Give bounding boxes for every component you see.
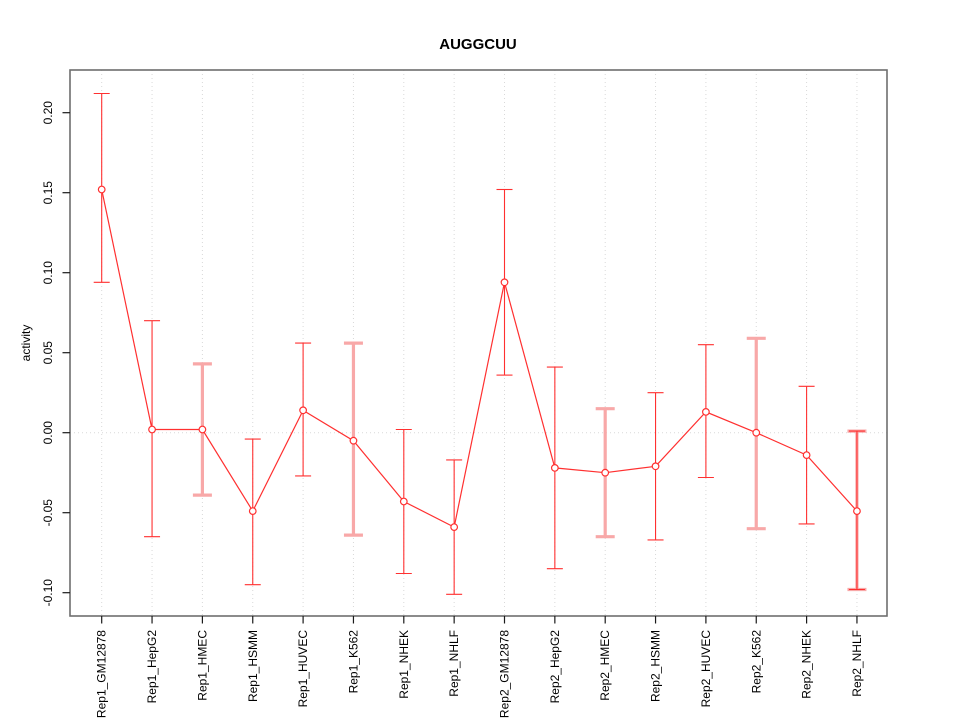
y-tick-label: -0.10 — [41, 579, 55, 607]
data-points — [97, 185, 861, 531]
data-point — [148, 425, 156, 434]
x-tick-label: Rep2_HSMM — [649, 630, 663, 702]
x-tick-label: Rep1_GM12878 — [95, 630, 109, 718]
x-tick-label: Rep1_HUVEC — [296, 630, 310, 708]
y-tick-label: 0.00 — [41, 421, 55, 445]
data-point — [853, 507, 861, 516]
y-tick-label: -0.05 — [41, 499, 55, 527]
series-polyline — [101, 189, 858, 528]
y-tick-label: 0.15 — [41, 181, 55, 205]
data-point — [97, 185, 106, 194]
y-axis-title: activity — [19, 325, 33, 362]
data-point — [702, 408, 710, 416]
y-tick-label: 0.20 — [41, 101, 55, 125]
x-tick-label: Rep2_HUVEC — [699, 630, 713, 708]
data-point — [248, 507, 257, 516]
x-tick-label: Rep1_HMEC — [195, 630, 209, 701]
x-tick-label: Rep1_HSMM — [246, 630, 260, 702]
plot-frame — [69, 69, 888, 617]
data-point — [399, 497, 408, 506]
data-point — [500, 278, 509, 287]
data-point — [550, 464, 559, 472]
x-tick-label: Rep2_HMEC — [598, 630, 612, 701]
x-tick-label: Rep1_NHEK — [397, 630, 411, 699]
axes: 0.20 0.15 0.10 0.05 0.00 -0.05 -0.10 Rep1_GM128… — [41, 101, 864, 718]
data-point — [198, 425, 207, 434]
series-line — [101, 189, 858, 528]
y-tick-label: 0.05 — [41, 341, 55, 365]
data-point — [601, 468, 610, 477]
data-point — [349, 436, 358, 445]
x-tick-label: Rep1_K562 — [346, 630, 360, 694]
plot-box — [69, 69, 888, 617]
x-tick-label: Rep1_NHLF — [447, 630, 461, 697]
x-tick-label: Rep2_K562 — [749, 630, 763, 694]
data-point — [651, 462, 660, 471]
data-point — [802, 451, 811, 460]
gridlines — [70, 70, 887, 616]
y-tick-label: 0.10 — [41, 261, 55, 285]
data-point — [450, 523, 459, 531]
data-point — [299, 406, 308, 415]
x-tick-label: Rep2_GM12878 — [498, 630, 512, 718]
chart-title: AUGGCUU — [439, 36, 517, 53]
x-tick-label: Rep1_HepG2 — [145, 630, 159, 704]
error-bars — [93, 92, 867, 595]
data-point — [752, 428, 761, 437]
x-tick-label: Rep2_HepG2 — [548, 630, 562, 704]
x-tick-label: Rep2_NHLF — [850, 630, 864, 697]
x-tick-label: Rep2_NHEK — [800, 630, 814, 699]
